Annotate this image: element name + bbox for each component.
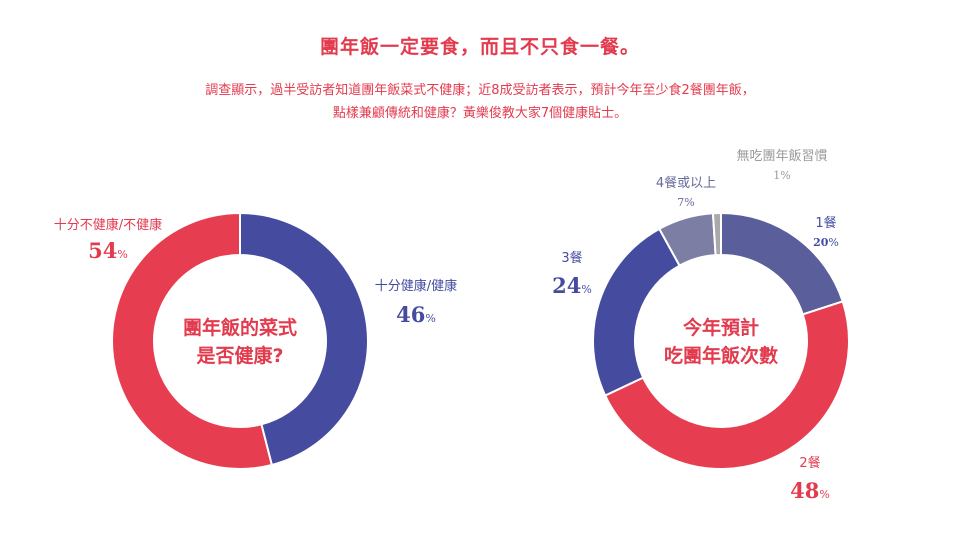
- center-label-line-1: 今年預計: [682, 316, 759, 339]
- slice-label-2-meals: 2餐: [799, 455, 820, 471]
- center-label-line-2: 是否健康?: [196, 344, 283, 367]
- donut-slice-1: [603, 300, 850, 470]
- slice-label-no-habit: 無吃團年飯習慣: [736, 148, 827, 164]
- donut-slice-1: [111, 211, 274, 470]
- subtitle-line-2: 點樣兼顧傳統和健康？黃樂俊教大家7個健康貼士。: [332, 106, 628, 121]
- slice-value-healthy: 46%: [396, 302, 436, 327]
- donut-slice-4: [711, 211, 722, 257]
- slice-label-unhealthy: 十分不健康/不健康: [54, 217, 162, 233]
- donut-chart-meal-count: [592, 211, 850, 470]
- slice-label-1-meal: 1餐: [815, 215, 836, 231]
- slice-label-4-plus: 4餐或以上: [656, 175, 716, 191]
- slice-value-no-habit: 1%: [773, 169, 790, 182]
- subtitle-line-1: 調查顯示，過半受訪者知道團年飯菜式不健康；近8成受訪者表示，預計今年至少食2餐團…: [205, 83, 755, 98]
- center-label-line-2: 吃團年飯次數: [664, 344, 778, 367]
- center-label-line-1: 團年飯的菜式: [183, 316, 297, 339]
- slice-label-healthy: 十分健康/健康: [375, 278, 457, 294]
- page-title: 團年飯一定要食，而且不只食一餐。: [319, 36, 640, 58]
- donut-chart-healthiness: [111, 211, 369, 470]
- slice-value-4-plus: 7%: [677, 196, 694, 209]
- slice-value-2-meals: 48%: [790, 478, 830, 503]
- slice-value-3-meals: 24%: [552, 273, 592, 298]
- slice-value-unhealthy: 54%: [88, 238, 128, 263]
- donut-slice-0: [239, 211, 369, 467]
- slice-value-1-meal: 20%: [813, 236, 839, 249]
- slice-label-3-meals: 3餐: [561, 250, 582, 266]
- donut-slice-2: [592, 227, 681, 397]
